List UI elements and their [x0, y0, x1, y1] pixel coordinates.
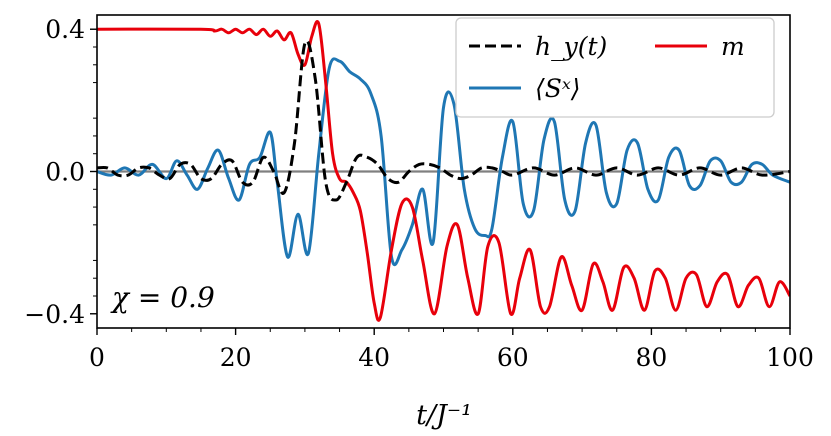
chi-annotation: χ = 0.9 — [110, 281, 215, 314]
x-tick-label: 0 — [89, 343, 105, 372]
legend-label: ⟨Sˣ⟩ — [535, 74, 581, 103]
hy-series-line — [97, 39, 790, 202]
x-tick-label: 40 — [358, 343, 390, 372]
x-axis-label: t/J⁻¹ — [416, 400, 472, 431]
plot-area — [97, 20, 790, 322]
m-series-line — [97, 20, 790, 322]
axes: 0 20 40 60 80 100 0.4 0.0 −0.4 — [24, 14, 814, 372]
legend-label: m — [721, 32, 745, 61]
x-tick-label: 20 — [220, 343, 252, 372]
legend: h_y(t) m ⟨Sˣ⟩ — [455, 17, 775, 118]
x-tick-label: 80 — [635, 343, 667, 372]
y-tick-label: 0.4 — [45, 15, 85, 44]
x-tick-label: 60 — [497, 343, 529, 372]
sx-series-line — [97, 57, 790, 267]
legend-box — [455, 17, 775, 118]
x-tick-label: 100 — [766, 343, 814, 372]
y-tick-label: 0.0 — [45, 158, 85, 187]
legend-label: h_y(t) — [535, 32, 607, 61]
y-tick-label: −0.4 — [24, 300, 85, 329]
